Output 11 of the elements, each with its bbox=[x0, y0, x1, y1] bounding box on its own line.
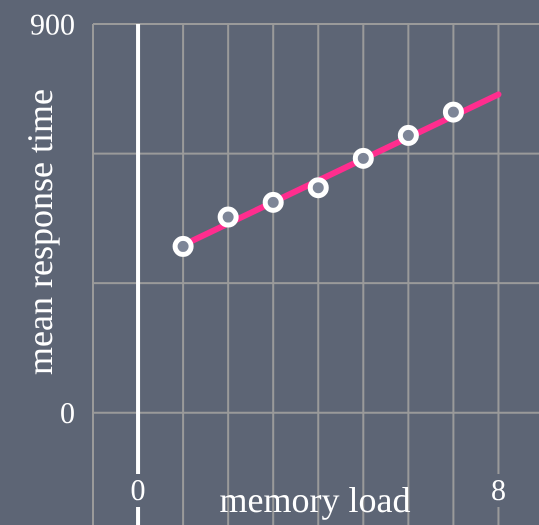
point bbox=[172, 236, 194, 257]
x-tick-label: 8 bbox=[490, 474, 506, 507]
y-axis-title: mean response time bbox=[20, 89, 60, 375]
point bbox=[442, 102, 464, 123]
point bbox=[398, 124, 419, 146]
x-axis-title: memory load bbox=[220, 480, 410, 520]
point bbox=[308, 177, 329, 198]
point bbox=[262, 192, 284, 213]
point bbox=[218, 206, 239, 228]
y-tick-label: 900 bbox=[30, 8, 75, 42]
point bbox=[352, 148, 374, 169]
